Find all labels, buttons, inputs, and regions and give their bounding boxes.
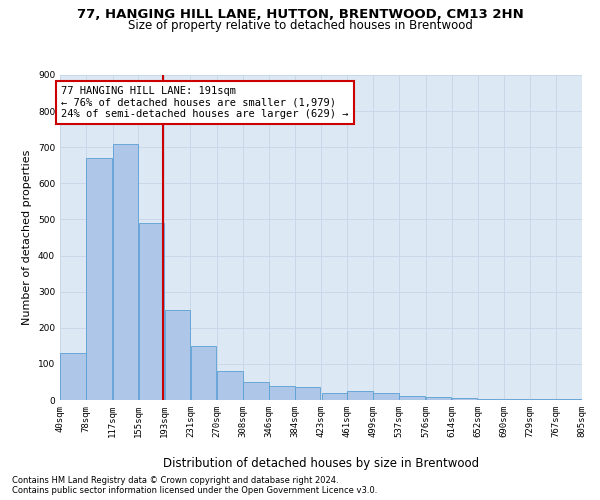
Text: 77, HANGING HILL LANE, HUTTON, BRENTWOOD, CM13 2HN: 77, HANGING HILL LANE, HUTTON, BRENTWOOD… [77,8,523,20]
Bar [60,353,86,400]
Bar [217,371,242,400]
Bar [113,144,138,400]
Bar [139,223,164,400]
Bar [503,399,529,400]
Bar [478,399,503,400]
Bar [86,158,112,400]
Bar [164,310,190,400]
Text: 77 HANGING HILL LANE: 191sqm
← 76% of detached houses are smaller (1,979)
24% of: 77 HANGING HILL LANE: 191sqm ← 76% of de… [61,86,349,119]
Bar [269,386,295,400]
Y-axis label: Number of detached properties: Number of detached properties [22,150,32,325]
Bar [426,397,451,400]
Bar [556,399,582,400]
Bar [452,398,478,400]
Bar [295,388,320,400]
Bar [373,393,399,400]
Text: Size of property relative to detached houses in Brentwood: Size of property relative to detached ho… [128,19,472,32]
Bar [400,396,425,400]
Text: Contains HM Land Registry data © Crown copyright and database right 2024.: Contains HM Land Registry data © Crown c… [12,476,338,485]
Bar [243,382,269,400]
Bar [530,399,556,400]
Text: Distribution of detached houses by size in Brentwood: Distribution of detached houses by size … [163,458,479,470]
Text: Contains public sector information licensed under the Open Government Licence v3: Contains public sector information licen… [12,486,377,495]
Bar [347,391,373,400]
Bar [191,346,216,400]
Bar [322,393,347,400]
